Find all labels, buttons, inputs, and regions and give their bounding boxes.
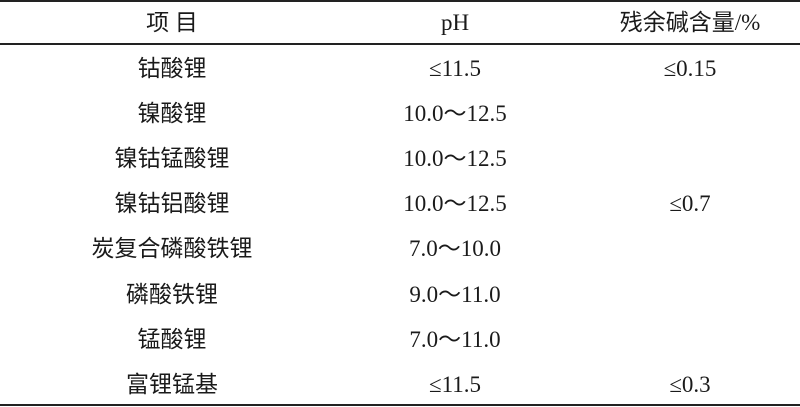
table-header-row: 项 目 pH 残余碱含量/% <box>0 0 800 45</box>
table-row: 锰酸锂 7.0～11.0 <box>0 317 800 362</box>
cell-residual-alkali <box>590 226 790 271</box>
table-row: 钴酸锂 ≤11.5 ≤0.15 <box>0 46 800 91</box>
cell-item: 钴酸锂 <box>137 56 207 81</box>
cell-item: 富锂锰基 <box>126 372 218 397</box>
cell-residual-alkali <box>590 91 790 136</box>
cell-item: 炭复合磷酸铁锂 <box>91 236 253 261</box>
cell-residual-alkali: ≤0.3 <box>669 372 711 397</box>
table-row: 磷酸铁锂 9.0～11.0 <box>0 272 800 317</box>
cell-ph: ≤11.5 <box>428 56 482 81</box>
cell-item: 锰酸锂 <box>137 327 207 352</box>
cell-residual-alkali: ≤0.7 <box>669 191 711 216</box>
table-bottom-rule <box>0 404 800 406</box>
cell-item: 镍钴铝酸锂 <box>114 191 230 216</box>
cell-ph: 10.0～12.5 <box>403 191 507 216</box>
table-row: 镍酸锂 10.0～12.5 <box>0 91 800 136</box>
header-residual-alkali: 残余碱含量/% <box>619 10 761 35</box>
cell-ph: ≤11.5 <box>428 372 482 397</box>
header-ph: pH <box>440 10 470 35</box>
cell-item: 磷酸铁锂 <box>126 282 218 307</box>
cell-item: 镍酸锂 <box>137 101 207 126</box>
table-row: 镍钴锰酸锂 10.0～12.5 <box>0 136 800 181</box>
table-row: 富锂锰基 ≤11.5 ≤0.3 <box>0 362 800 407</box>
table-row: 镍钴铝酸锂 10.0～12.5 ≤0.7 <box>0 181 800 226</box>
cell-residual-alkali <box>590 317 790 362</box>
table-header-rule <box>0 43 800 45</box>
cell-ph: 7.0～11.0 <box>409 327 501 352</box>
cell-ph: 7.0～10.0 <box>409 236 501 261</box>
cell-ph: 10.0～12.5 <box>403 146 507 171</box>
cell-ph: 10.0～12.5 <box>403 101 507 126</box>
cell-residual-alkali <box>590 136 790 181</box>
table-row: 炭复合磷酸铁锂 7.0～10.0 <box>0 226 800 271</box>
cell-residual-alkali <box>590 272 790 317</box>
table-top-rule <box>0 0 800 2</box>
cell-item: 镍钴锰酸锂 <box>114 146 230 171</box>
cell-ph: 9.0～11.0 <box>409 282 501 307</box>
cell-residual-alkali: ≤0.15 <box>663 56 717 81</box>
header-item: 项 目 <box>146 10 198 35</box>
